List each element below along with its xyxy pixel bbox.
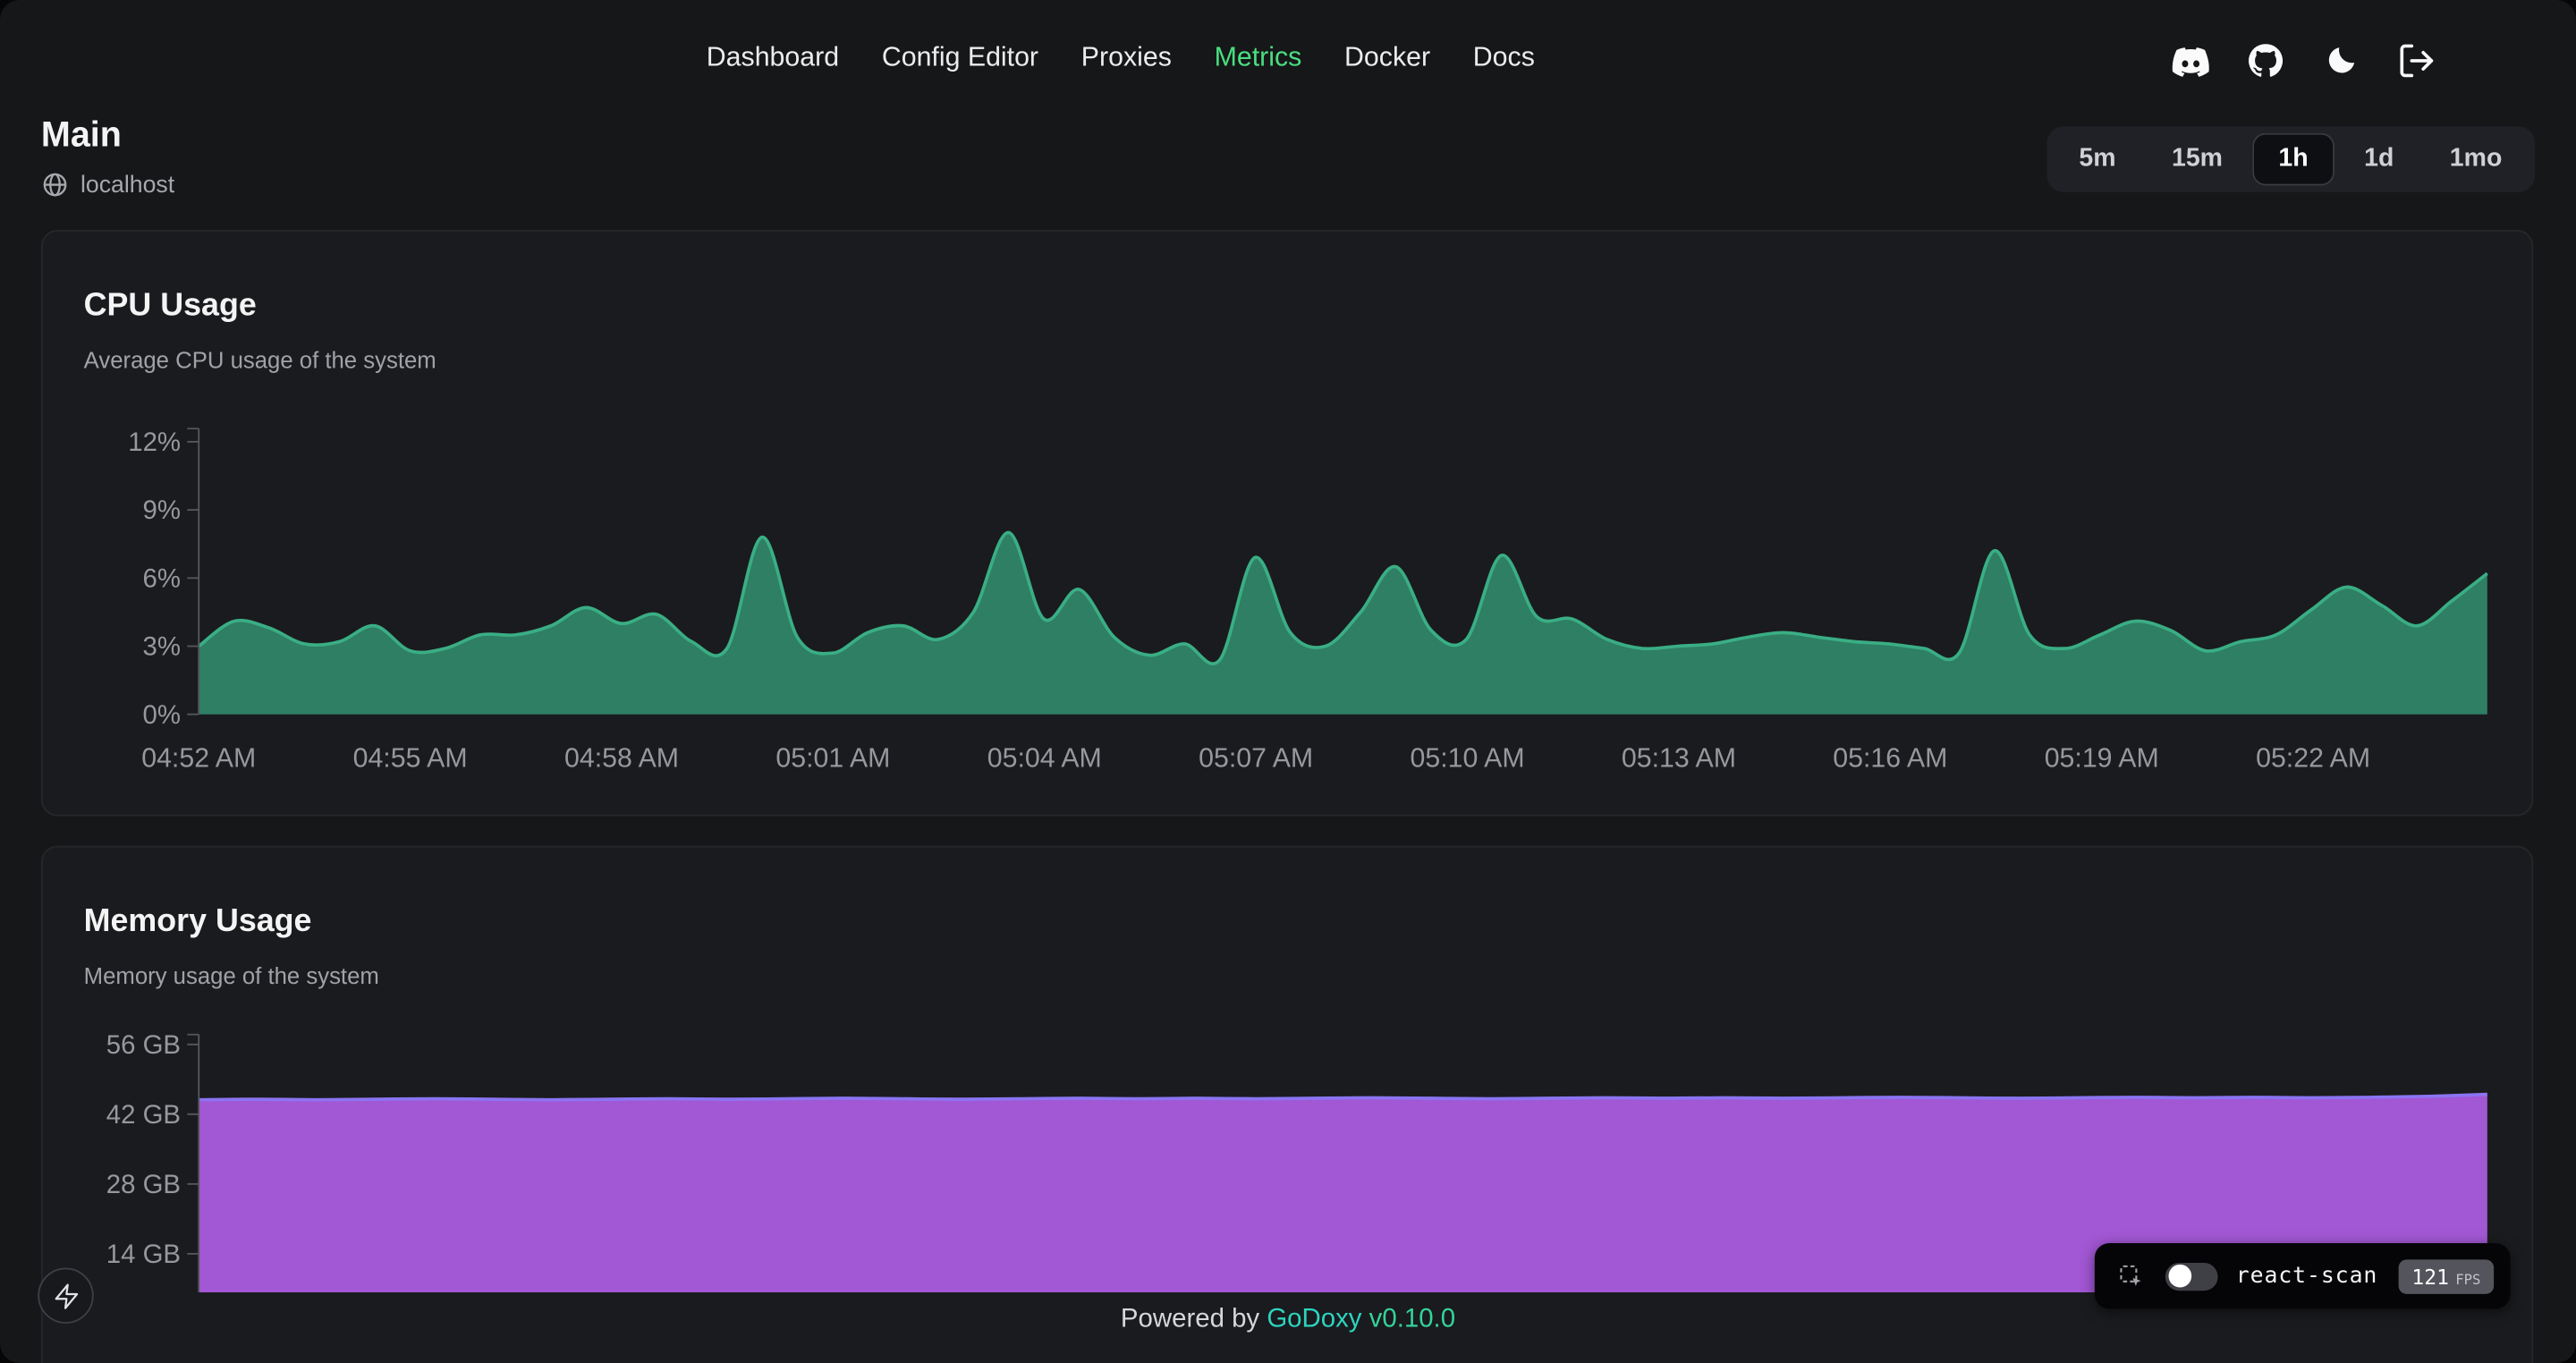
footer-powered-by: Powered by bbox=[1120, 1305, 1260, 1333]
time-range-1mo[interactable]: 1mo bbox=[2423, 133, 2528, 186]
svg-text:12%: 12% bbox=[128, 428, 181, 457]
time-range-1h[interactable]: 1h bbox=[2252, 132, 2335, 186]
nav-item-proxies[interactable]: Proxies bbox=[1080, 42, 1172, 72]
svg-text:05:01 AM: 05:01 AM bbox=[775, 743, 890, 773]
nav-item-config-editor[interactable]: Config Editor bbox=[881, 42, 1039, 72]
host-label: localhost bbox=[80, 171, 175, 199]
github-icon[interactable] bbox=[2244, 39, 2287, 82]
svg-text:05:22 AM: 05:22 AM bbox=[2256, 743, 2370, 773]
footer-brand-link[interactable]: GoDoxy bbox=[1267, 1305, 1362, 1333]
cpu-card-subtitle: Average CPU usage of the system bbox=[83, 346, 436, 373]
memory-usage-chart[interactable]: 14 GB 28 GB 42 GB 56 GB bbox=[43, 1028, 2535, 1293]
svg-text:56 GB: 56 GB bbox=[106, 1030, 181, 1060]
dark-mode-icon[interactable] bbox=[2319, 39, 2362, 82]
inspect-icon[interactable] bbox=[2114, 1259, 2148, 1292]
lightning-icon bbox=[52, 1282, 80, 1309]
memory-card-title: Memory Usage bbox=[83, 902, 312, 940]
host-row: localhost bbox=[41, 171, 174, 199]
svg-text:6%: 6% bbox=[143, 563, 181, 593]
fps-badge: 121 FPS bbox=[2398, 1258, 2495, 1293]
nav-item-metrics[interactable]: Metrics bbox=[1214, 42, 1302, 72]
nav-item-docs[interactable]: Docs bbox=[1472, 42, 1535, 72]
toggle-knob bbox=[2168, 1264, 2192, 1288]
page-title: Main bbox=[40, 114, 122, 155]
footer: Powered by GoDoxy v0.10.0 bbox=[0, 1306, 2576, 1335]
svg-text:14 GB: 14 GB bbox=[106, 1240, 181, 1269]
header-icon-group bbox=[2168, 39, 2437, 82]
time-range-5m[interactable]: 5m bbox=[2053, 133, 2142, 186]
cpu-card-title: CPU Usage bbox=[83, 287, 257, 324]
memory-card-subtitle: Memory usage of the system bbox=[83, 961, 379, 989]
top-nav: Dashboard Config Editor Proxies Metrics … bbox=[707, 43, 1535, 74]
discord-icon[interactable] bbox=[2168, 39, 2211, 82]
svg-text:42 GB: 42 GB bbox=[106, 1100, 181, 1130]
svg-text:04:55 AM: 04:55 AM bbox=[353, 743, 468, 773]
logout-icon[interactable] bbox=[2395, 39, 2438, 82]
cpu-usage-card: CPU Usage Average CPU usage of the syste… bbox=[40, 230, 2535, 817]
svg-text:05:10 AM: 05:10 AM bbox=[1411, 743, 1525, 773]
svg-text:04:52 AM: 04:52 AM bbox=[141, 743, 256, 773]
nav-item-docker[interactable]: Docker bbox=[1344, 42, 1431, 72]
react-scan-label: react-scan bbox=[2235, 1262, 2378, 1290]
svg-text:28 GB: 28 GB bbox=[106, 1170, 181, 1199]
svg-text:9%: 9% bbox=[143, 495, 181, 525]
react-scan-toggle[interactable] bbox=[2165, 1262, 2218, 1291]
nav-item-dashboard[interactable]: Dashboard bbox=[706, 42, 840, 72]
svg-text:3%: 3% bbox=[143, 632, 181, 662]
time-range-1d[interactable]: 1d bbox=[2338, 133, 2420, 186]
footer-version: v0.10.0 bbox=[1368, 1305, 1456, 1333]
quick-actions-button[interactable] bbox=[38, 1267, 94, 1324]
time-range-selector: 5m 15m 1h 1d 1mo bbox=[2046, 126, 2536, 192]
svg-text:05:16 AM: 05:16 AM bbox=[1833, 743, 1947, 773]
memory-usage-card: Memory Usage Memory usage of the system … bbox=[40, 845, 2535, 1363]
svg-text:05:07 AM: 05:07 AM bbox=[1199, 743, 1313, 773]
time-range-15m[interactable]: 15m bbox=[2146, 133, 2250, 186]
fps-value: 121 bbox=[2411, 1263, 2449, 1289]
cpu-usage-chart[interactable]: 0% 3% 6% 9% 12% 04:52 AM 04:55 AM 04:58 AM 05:01… bbox=[43, 412, 2535, 790]
svg-text:05:13 AM: 05:13 AM bbox=[1622, 743, 1736, 773]
svg-text:0%: 0% bbox=[143, 700, 181, 730]
fps-unit: FPS bbox=[2455, 1272, 2481, 1289]
globe-icon bbox=[41, 171, 69, 199]
svg-text:04:58 AM: 04:58 AM bbox=[564, 743, 679, 773]
svg-text:05:04 AM: 05:04 AM bbox=[987, 743, 1102, 773]
svg-text:05:19 AM: 05:19 AM bbox=[2045, 743, 2159, 773]
react-scan-toolbar: react-scan 121 FPS bbox=[2094, 1242, 2511, 1309]
